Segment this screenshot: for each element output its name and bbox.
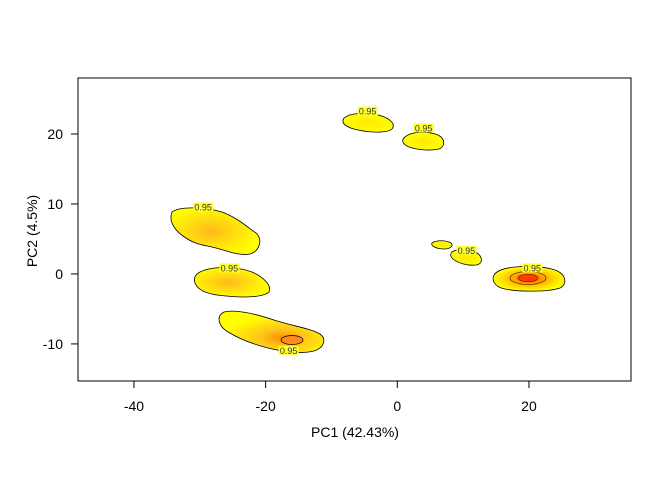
contour-level-label: 0.95 — [194, 202, 212, 212]
density-blobs — [170, 112, 566, 353]
contour-label-background — [413, 123, 434, 133]
density-blob — [402, 131, 445, 151]
y-axis-title: PC2 (4.5%) — [24, 195, 40, 267]
y-tick-label: -10 — [43, 336, 63, 352]
contour-label-background — [357, 106, 378, 116]
contour-level-label: 0.95 — [359, 107, 377, 117]
contour-level-label: 0.95 — [280, 346, 298, 356]
y-tick-label: 10 — [47, 196, 63, 212]
contour-label-background — [193, 202, 214, 212]
density-blob — [431, 240, 453, 250]
y-tick-label: 0 — [55, 266, 63, 282]
x-tick-label: -20 — [256, 398, 276, 414]
density-core-ring — [517, 273, 539, 283]
contour-level-label: 0.95 — [415, 123, 433, 133]
contour-level-label: 0.95 — [523, 263, 541, 273]
density-blob — [193, 267, 271, 298]
x-tick-label: 20 — [521, 398, 537, 414]
contour-level-label: 0.95 — [458, 246, 476, 256]
y-tick-label: 20 — [47, 126, 63, 142]
x-tick-label: -40 — [124, 398, 144, 414]
x-tick-label: 0 — [393, 398, 401, 414]
density-blob — [170, 207, 261, 255]
contour-label-background — [219, 263, 240, 273]
plot-frame — [77, 77, 632, 382]
contour-label-background — [278, 345, 299, 355]
density-core-ring — [280, 335, 304, 345]
density-blob — [218, 310, 325, 353]
contour-level-label: 0.95 — [221, 263, 239, 273]
contour-label-background — [456, 245, 477, 255]
x-axis-title: PC1 (42.43%) — [311, 424, 399, 440]
contour-label-background — [522, 263, 543, 273]
